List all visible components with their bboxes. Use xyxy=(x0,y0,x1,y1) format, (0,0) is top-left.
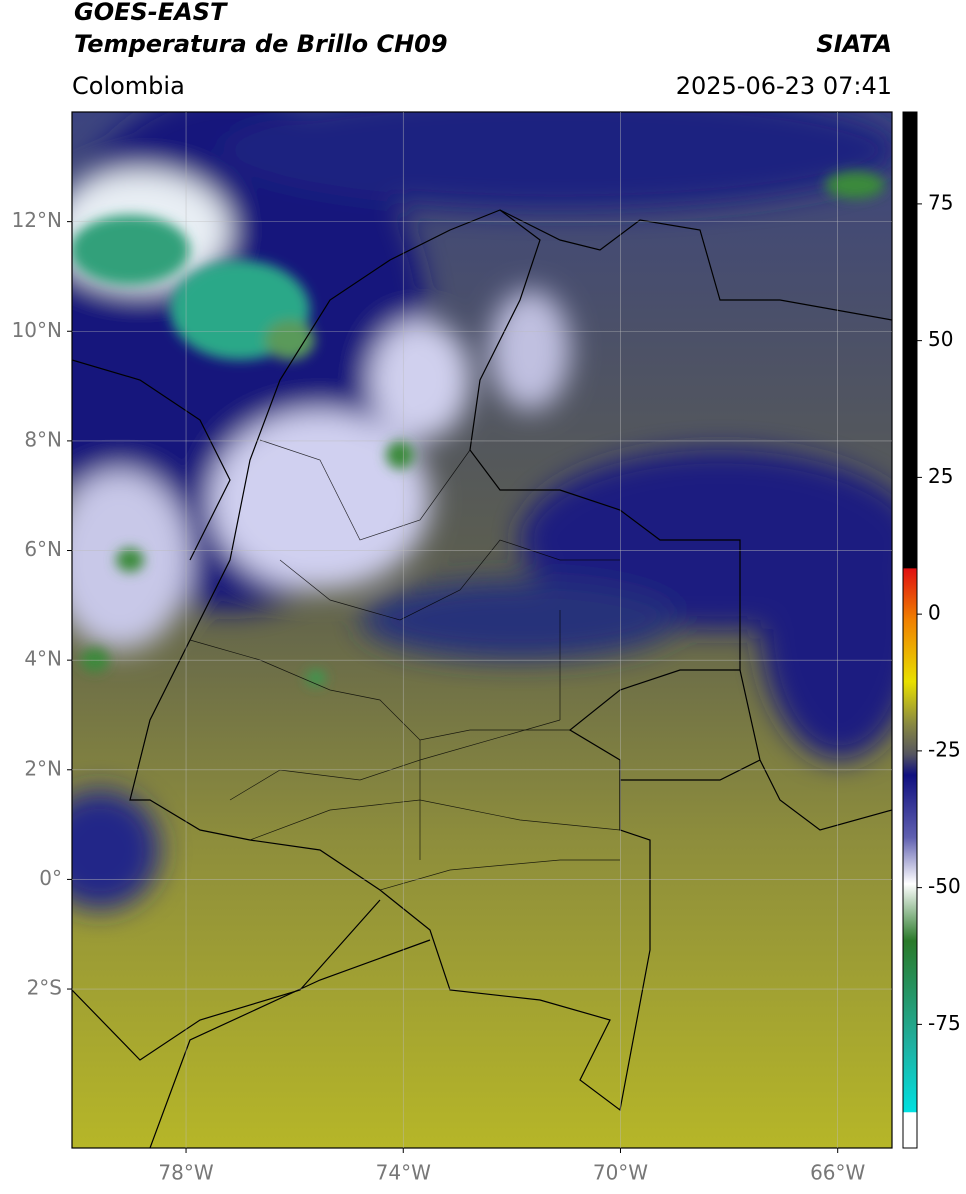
lat-tick-label: 10°N xyxy=(12,318,62,342)
source: SIATA xyxy=(816,30,892,58)
colorbar-tick-label: 25 xyxy=(928,464,953,488)
lat-tick-label: 8°N xyxy=(24,427,62,451)
lon-tick-label: 78°W xyxy=(158,1161,213,1185)
colorbar-tick-label: 75 xyxy=(928,190,953,214)
lat-tick-label: 12°N xyxy=(12,208,62,232)
lon-tick-label: 66°W xyxy=(810,1161,865,1185)
satellite-image xyxy=(72,112,892,1148)
colorbar-tick-label: -25 xyxy=(928,737,961,761)
colorbar xyxy=(902,111,918,1149)
lon-tick-label: 74°W xyxy=(376,1161,431,1185)
lat-tick-label: 4°N xyxy=(24,647,62,671)
region: Colombia xyxy=(72,72,185,100)
colorbar-tick-label: 0 xyxy=(928,601,941,625)
lat-tick-label: 2°S xyxy=(27,976,62,1000)
title: GOES-EAST xyxy=(74,0,228,26)
map-frame xyxy=(71,111,893,1149)
subtitle: Temperatura de Brillo CH09 xyxy=(74,30,448,58)
lat-tick-label: 6°N xyxy=(24,537,62,561)
colorbar-tick-label: 50 xyxy=(928,327,953,351)
lat-tick-label: 0° xyxy=(39,866,62,890)
lat-tick-label: 2°N xyxy=(24,756,62,780)
colorbar-tick-label: -75 xyxy=(928,1011,961,1035)
datetime: 2025-06-23 07:41 xyxy=(676,72,892,100)
lon-tick-label: 70°W xyxy=(593,1161,648,1185)
colorbar-tick-label: -50 xyxy=(928,874,961,898)
